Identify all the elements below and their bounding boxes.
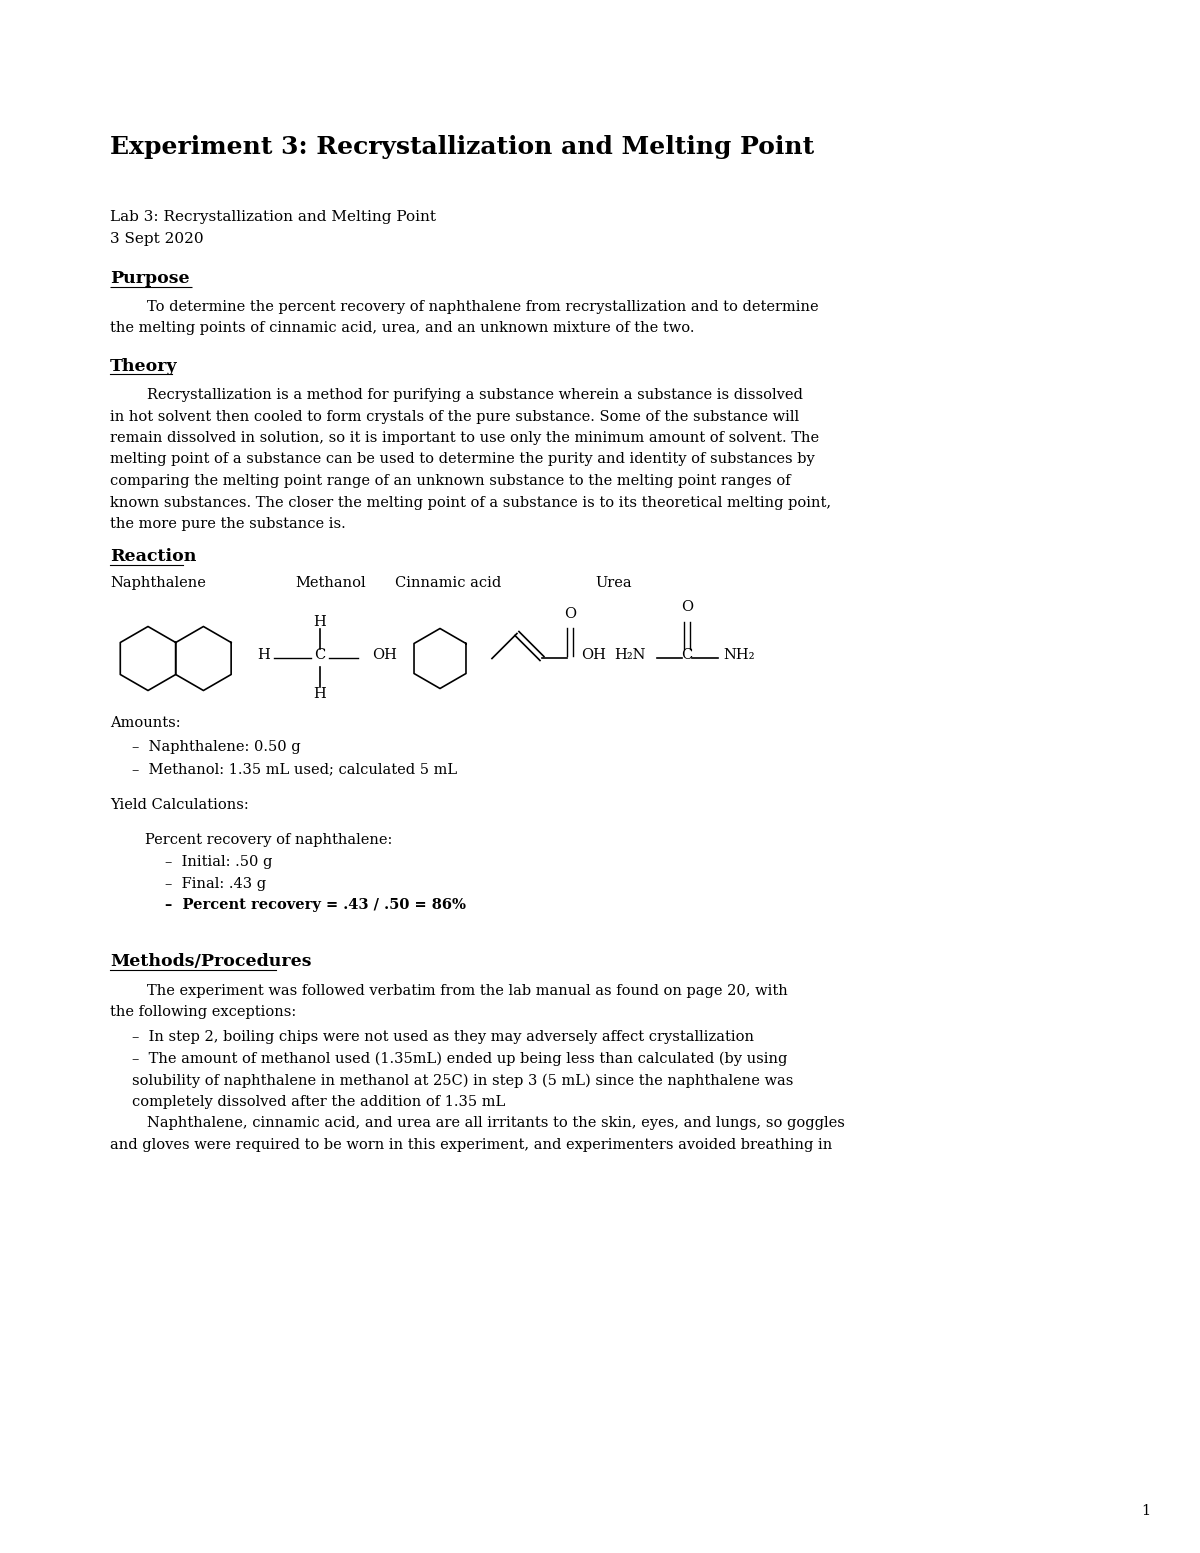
Text: Urea: Urea <box>595 576 631 590</box>
Text: –  Initial: .50 g: – Initial: .50 g <box>166 856 272 870</box>
Text: –  Methanol: 1.35 mL used; calculated 5 mL: – Methanol: 1.35 mL used; calculated 5 m… <box>132 763 457 776</box>
Text: H: H <box>313 615 326 629</box>
Text: –  The amount of methanol used (1.35mL) ended up being less than calculated (by : – The amount of methanol used (1.35mL) e… <box>132 1051 787 1067</box>
Text: Yield Calculations:: Yield Calculations: <box>110 798 248 812</box>
Text: comparing the melting point range of an unknown substance to the melting point r: comparing the melting point range of an … <box>110 474 791 488</box>
Text: OH: OH <box>372 649 397 663</box>
Text: C: C <box>314 649 325 663</box>
Text: Lab 3: Recrystallization and Melting Point: Lab 3: Recrystallization and Melting Poi… <box>110 210 436 224</box>
Text: H: H <box>313 688 326 702</box>
Text: Naphthalene, cinnamic acid, and urea are all irritants to the skin, eyes, and lu: Naphthalene, cinnamic acid, and urea are… <box>110 1117 845 1131</box>
Text: Methods/Procedures: Methods/Procedures <box>110 954 312 971</box>
Text: melting point of a substance can be used to determine the purity and identity of: melting point of a substance can be used… <box>110 452 815 466</box>
Text: Recrystallization is a method for purifying a substance wherein a substance is d: Recrystallization is a method for purify… <box>110 388 803 402</box>
Text: in hot solvent then cooled to form crystals of the pure substance. Some of the s: in hot solvent then cooled to form cryst… <box>110 410 799 424</box>
Text: Reaction: Reaction <box>110 548 197 565</box>
Text: remain dissolved in solution, so it is important to use only the minimum amount : remain dissolved in solution, so it is i… <box>110 432 820 446</box>
Text: the melting points of cinnamic acid, urea, and an unknown mixture of the two.: the melting points of cinnamic acid, ure… <box>110 321 695 335</box>
Text: H: H <box>257 649 270 663</box>
Text: 1: 1 <box>1141 1503 1150 1517</box>
Text: H₂N: H₂N <box>614 649 646 663</box>
Text: O: O <box>564 607 576 621</box>
Text: –  Percent recovery = .43 / .50 = 86%: – Percent recovery = .43 / .50 = 86% <box>166 899 466 913</box>
Text: To determine the percent recovery of naphthalene from recrystallization and to d: To determine the percent recovery of nap… <box>110 300 818 314</box>
Text: Methanol: Methanol <box>295 576 366 590</box>
Text: Cinnamic acid: Cinnamic acid <box>395 576 502 590</box>
Text: completely dissolved after the addition of 1.35 mL: completely dissolved after the addition … <box>132 1095 505 1109</box>
Text: Naphthalene: Naphthalene <box>110 576 206 590</box>
Text: C: C <box>682 649 692 663</box>
Text: and gloves were required to be worn in this experiment, and experimenters avoide: and gloves were required to be worn in t… <box>110 1138 833 1152</box>
Text: –  In step 2, boiling chips were not used as they may adversely affect crystalli: – In step 2, boiling chips were not used… <box>132 1031 754 1045</box>
Text: NH₂: NH₂ <box>722 649 755 663</box>
Text: Purpose: Purpose <box>110 270 190 287</box>
Text: Experiment 3: Recrystallization and Melting Point: Experiment 3: Recrystallization and Melt… <box>110 135 814 158</box>
Text: O: O <box>680 601 694 615</box>
Text: Theory: Theory <box>110 359 178 374</box>
Text: –  Naphthalene: 0.50 g: – Naphthalene: 0.50 g <box>132 741 301 755</box>
Text: 3 Sept 2020: 3 Sept 2020 <box>110 231 204 245</box>
Text: the more pure the substance is.: the more pure the substance is. <box>110 517 346 531</box>
Text: –  Final: .43 g: – Final: .43 g <box>166 877 266 891</box>
Text: solubility of naphthalene in methanol at 25C) in step 3 (5 mL) since the naphtha: solubility of naphthalene in methanol at… <box>132 1073 793 1089</box>
Text: The experiment was followed verbatim from the lab manual as found on page 20, wi: The experiment was followed verbatim fro… <box>110 983 787 997</box>
Text: Amounts:: Amounts: <box>110 716 181 730</box>
Text: OH: OH <box>581 649 606 663</box>
Text: the following exceptions:: the following exceptions: <box>110 1005 296 1019</box>
Text: Percent recovery of naphthalene:: Percent recovery of naphthalene: <box>145 834 392 848</box>
Text: known substances. The closer the melting point of a substance is to its theoreti: known substances. The closer the melting… <box>110 495 832 509</box>
